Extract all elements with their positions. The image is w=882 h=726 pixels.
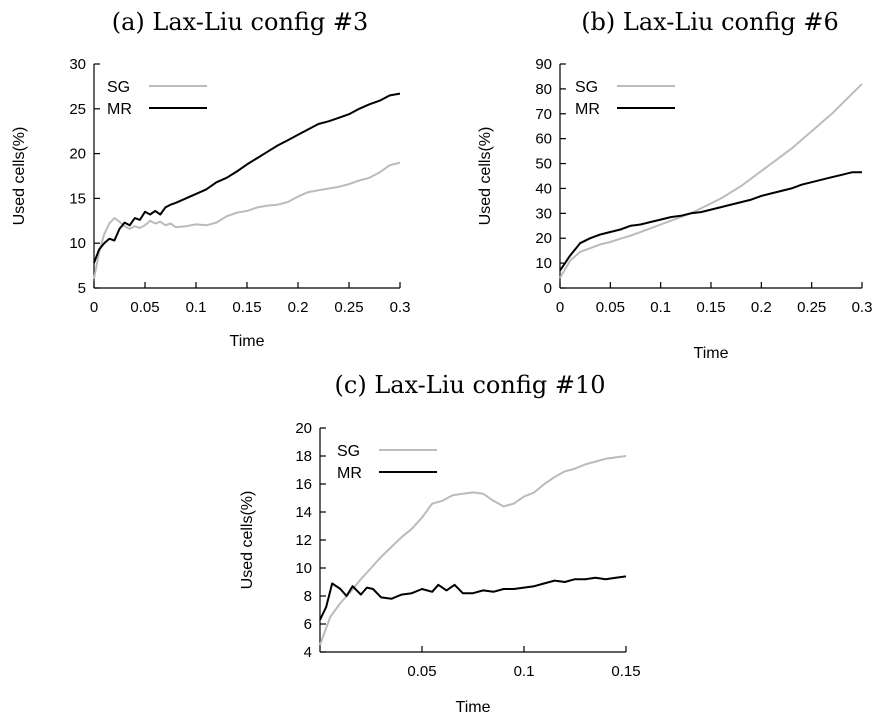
y-tick-label: 4 — [304, 644, 312, 661]
y-tick-label: 6 — [304, 616, 312, 633]
y-tick-label: 20 — [535, 230, 552, 247]
y-tick-label: 12 — [295, 532, 312, 549]
panel-a: (a) Lax-Liu config #3 0 0.05 0.1 0.15 0.2 0.25… — [11, 8, 410, 350]
x-axis-label: Time — [694, 345, 729, 362]
x-tick-label: 0.1 — [650, 299, 671, 316]
series-line-sg — [319, 455, 627, 646]
legend-label: MR — [337, 465, 362, 482]
x-tick-label: 0.05 — [130, 299, 159, 316]
x-tick-label: 0.3 — [852, 299, 873, 316]
y-tick-label: 18 — [295, 448, 312, 465]
x-tick-label: 0.1 — [514, 663, 535, 680]
x-tick-label: 0.25 — [334, 299, 363, 316]
y-tick-label: 10 — [535, 255, 552, 272]
x-tick-label: 0 — [90, 299, 98, 316]
y-tick-label: 25 — [69, 101, 86, 118]
y-axis-label: Used cells(%) — [477, 127, 494, 226]
x-tick-label: 0.15 — [232, 299, 261, 316]
legend-label: SG — [575, 79, 598, 96]
series-line-sg — [93, 161, 401, 280]
y-tick-label: 0 — [544, 280, 552, 297]
y-tick-label: 10 — [69, 235, 86, 252]
x-tick-label: 0.15 — [611, 663, 640, 680]
panel-c: (c) Lax-Liu config #10 0.05 0.1 0.15 4 6 8 10 12… — [239, 371, 641, 716]
y-tick-label: 70 — [535, 106, 552, 123]
x-tick-label: 0 — [556, 299, 564, 316]
y-axis-label: Used cells(%) — [11, 127, 28, 226]
series-line-mr — [93, 92, 401, 264]
x-tick-label: 0.3 — [390, 299, 411, 316]
x-tick-label: 0.25 — [797, 299, 826, 316]
y-tick-label: 30 — [535, 205, 552, 222]
legend-label: SG — [337, 443, 360, 460]
x-tick-label: 0.2 — [751, 299, 772, 316]
x-tick-label: 0.2 — [288, 299, 309, 316]
series-line-mr — [319, 575, 627, 621]
y-tick-label: 90 — [535, 56, 552, 73]
chart-title: (b) Lax-Liu config #6 — [581, 8, 839, 36]
y-tick-label: 60 — [535, 131, 552, 148]
x-tick-label: 0.15 — [696, 299, 725, 316]
x-tick-label: 0.1 — [186, 299, 207, 316]
chart-title: (c) Lax-Liu config #10 — [335, 371, 606, 399]
y-tick-label: 40 — [535, 180, 552, 197]
legend-label: MR — [575, 101, 600, 118]
y-tick-label: 15 — [69, 190, 86, 207]
x-axis-label: Time — [456, 699, 491, 716]
y-tick-label: 10 — [295, 560, 312, 577]
y-tick-label: 16 — [295, 476, 312, 493]
y-tick-label: 50 — [535, 156, 552, 173]
y-tick-label: 30 — [69, 56, 86, 73]
y-axis-label: Used cells(%) — [239, 491, 256, 590]
y-tick-label: 14 — [295, 504, 312, 521]
x-tick-label: 0.05 — [596, 299, 625, 316]
x-axis-label: Time — [230, 333, 265, 350]
panel-b: (b) Lax-Liu config #6 0 0.05 0.1 0.15 0.2 0.25… — [477, 8, 872, 362]
y-tick-label: 5 — [78, 280, 86, 297]
series-line-sg — [559, 83, 863, 279]
legend-label: MR — [107, 101, 132, 118]
y-tick-label: 8 — [304, 588, 312, 605]
chart-title: (a) Lax-Liu config #3 — [112, 8, 369, 36]
y-tick-label: 80 — [535, 81, 552, 98]
y-tick-label: 20 — [295, 420, 312, 437]
series-line-mr — [559, 171, 862, 272]
y-tick-label: 20 — [69, 146, 86, 163]
x-tick-label: 0.05 — [407, 663, 436, 680]
legend-label: SG — [107, 79, 130, 96]
